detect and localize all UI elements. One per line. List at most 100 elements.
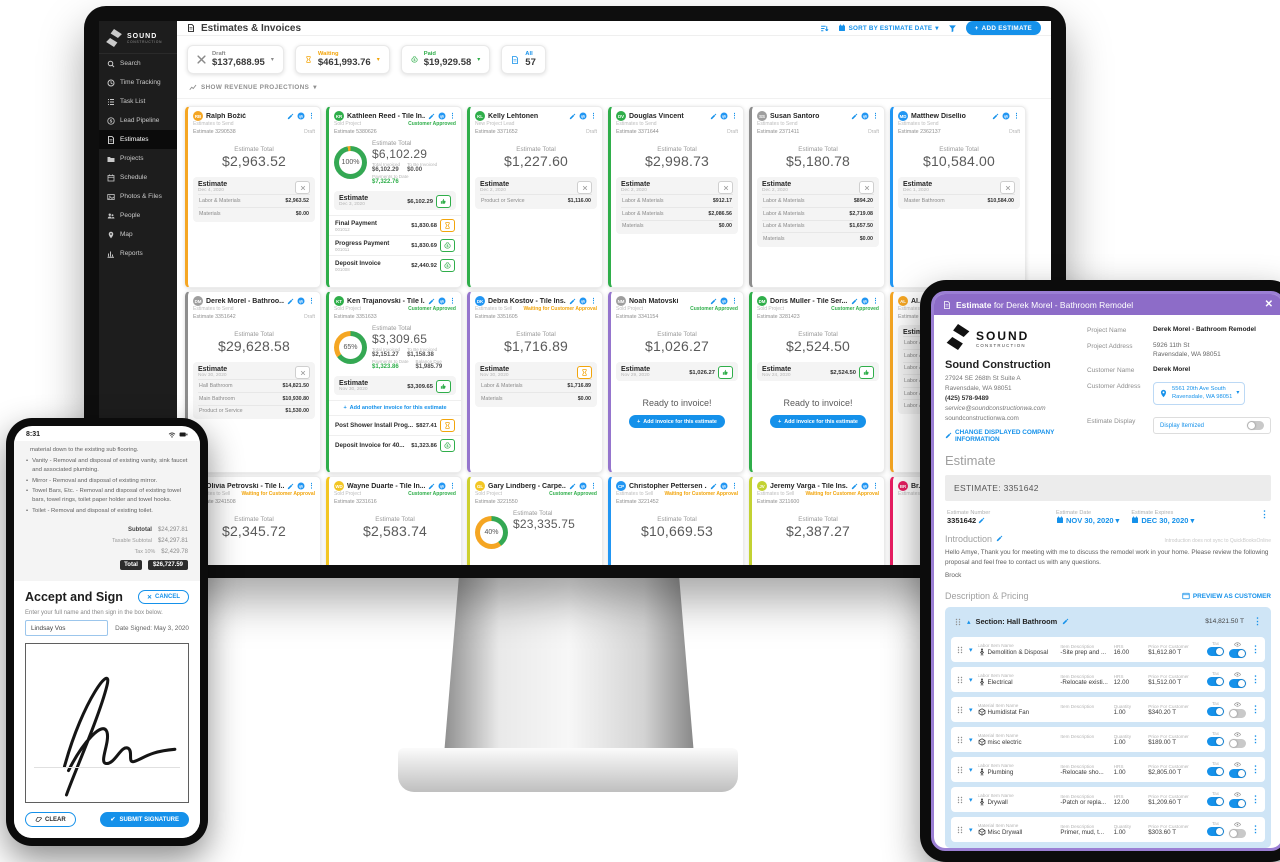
edit-icon[interactable] [428,113,435,120]
quickbooks-icon[interactable]: qb [720,112,728,120]
sidebar-item-reports[interactable]: Reports [99,244,177,263]
customer-address-dropdown[interactable]: 5561 20th Ave South Ravensdale, WA 98051 … [1153,382,1246,406]
cancel-button[interactable]: ✕ CANCEL [137,590,189,605]
revenue-projections-toggle[interactable]: SHOW REVENUE PROJECTIONS ▾ [177,81,1051,99]
drag-handle-icon[interactable] [956,766,964,774]
dismiss-icon[interactable] [295,181,310,195]
visibility-toggle[interactable] [1229,739,1246,749]
estimate-card[interactable]: NM Noah Matovski qb ⋮ Sold Project Custome… [608,291,744,473]
kebab-icon[interactable]: ⋮ [731,298,738,305]
edit-icon[interactable] [710,483,717,490]
estimate-card[interactable]: GL Gary Lindberg - Carpe... qb ⋮ Sold Pro… [467,476,603,565]
add-another-invoice-link[interactable]: + Add another invoice for this estimate [329,400,461,415]
invoice-row[interactable]: Post Shower Install Prog... $827.41 [329,415,461,435]
drag-handle-icon[interactable] [956,736,964,744]
chevron-down-icon[interactable]: ▾ [969,736,973,744]
kebab-icon[interactable]: ⋮ [1251,674,1260,685]
pricing-item-row[interactable]: ▾ Material Item Name Humidistat Fan Item … [951,697,1265,723]
kebab-icon[interactable]: ⋮ [308,113,315,120]
section-header-row[interactable]: ▴ Section: Hall Bathroom $14,821.50 T ⋮ [951,613,1265,632]
edit-icon[interactable] [710,113,717,120]
drag-handle-icon[interactable] [956,676,964,684]
quickbooks-icon[interactable]: qb [861,297,869,305]
tax-toggle[interactable] [1207,707,1224,717]
summary-chip-waiting[interactable]: Waiting $461,993.76 ▾ [294,45,390,74]
kebab-icon[interactable]: ⋮ [731,113,738,120]
quickbooks-icon[interactable]: qb [438,112,446,120]
summary-chip-draft[interactable]: Draft $137,688.95 ▾ [187,45,284,74]
visibility-toggle[interactable] [1229,709,1246,719]
dismiss-icon[interactable] [859,181,874,195]
sidebar-item-estimates[interactable]: Estimates [99,130,177,149]
quickbooks-icon[interactable]: qb [297,482,305,490]
chevron-down-icon[interactable]: ▾ [969,796,973,804]
estimate-card[interactable]: KL Kelly Lehtonen qb ⋮ New Project Lead Es… [467,106,603,288]
approved-thumb-icon[interactable] [718,366,733,380]
estimate-card[interactable]: DK Debra Kostov - Tile Ins... qb ⋮ Estima… [467,291,603,473]
edit-icon[interactable] [710,298,717,305]
change-company-info-link[interactable]: CHANGE DISPLAYED COMPANY INFORMATION [945,429,1077,443]
quickbooks-icon[interactable]: qb [720,482,728,490]
visibility-toggle[interactable] [1229,679,1246,689]
kebab-icon[interactable]: ⋮ [1253,616,1262,627]
waiting-hourglass-icon[interactable] [440,219,455,233]
edit-icon[interactable] [287,113,294,120]
edit-icon[interactable] [287,298,294,305]
estimate-card[interactable]: RB Ralph Božić qb ⋮ Estimates to Send Esti… [185,106,321,288]
tax-toggle[interactable] [1207,677,1224,687]
edit-icon[interactable] [851,113,858,120]
pricing-item-row[interactable]: ▾ Labor Item Name Electrical Item Descrip… [951,667,1265,693]
pricing-item-row[interactable]: ▾ Labor Item Name Demolition & Disposal I… [951,637,1265,663]
dismiss-icon[interactable] [295,366,310,380]
edit-icon[interactable] [428,483,435,490]
estimate-card[interactable]: DV Douglas Vincent qb ⋮ Estimates to Send… [608,106,744,288]
sidebar-item-schedule[interactable]: Schedule [99,168,177,187]
visibility-toggle[interactable] [1229,649,1246,659]
estimate-card[interactable]: KR Kathleen Reed - Tile In... qb ⋮ Sold P… [326,106,462,288]
sidebar-item-projects[interactable]: Projects [99,149,177,168]
edit-icon[interactable] [996,535,1003,542]
estimate-number-value[interactable]: 3351642 [947,516,990,525]
kebab-icon[interactable]: ⋮ [1013,113,1020,120]
chevron-down-icon[interactable]: ▾ [376,57,380,63]
kebab-icon[interactable]: ⋮ [1251,764,1260,775]
quickbooks-icon[interactable]: qb [1002,112,1010,120]
drag-handle-icon[interactable] [956,706,964,714]
sidebar-item-people[interactable]: People [99,206,177,225]
close-icon[interactable]: ✕ [1264,299,1273,310]
edit-icon[interactable] [569,483,576,490]
drag-handle-icon[interactable] [956,826,964,834]
summary-chip-all[interactable]: All 57 [501,45,546,74]
estimate-card[interactable]: KT Ken Trajanovski - Tile I... qb ⋮ Sold … [326,291,462,473]
drag-handle-icon[interactable] [956,646,964,654]
sidebar-item-photos-files[interactable]: Photos & Files [99,187,177,206]
chevron-down-icon[interactable]: ▾ [270,57,274,63]
paid-money-icon[interactable]: $ [440,259,455,273]
estimate-card[interactable]: SS Susan Santoro qb ⋮ Estimates to Send Es… [749,106,885,288]
kebab-icon[interactable]: ⋮ [872,113,879,120]
chevron-down-icon[interactable]: ▾ [969,766,973,774]
dismiss-icon[interactable] [577,181,592,195]
edit-icon[interactable] [992,113,999,120]
tax-toggle[interactable] [1207,797,1224,807]
chevron-down-icon[interactable]: ▾ [969,826,973,834]
edit-icon[interactable] [851,483,858,490]
tax-toggle[interactable] [1207,647,1224,657]
visibility-toggle[interactable] [1229,799,1246,809]
quickbooks-icon[interactable]: qb [438,297,446,305]
approved-thumb-icon[interactable] [436,195,451,209]
sidebar-item-search[interactable]: Search [99,54,177,73]
quickbooks-icon[interactable]: qb [438,482,446,490]
pricing-item-row[interactable]: ▾ Labor Item Name Drywall Item Descriptio… [951,787,1265,813]
summary-chip-paid[interactable]: $ Paid $19,929.58 ▾ [400,45,491,74]
edit-icon[interactable] [569,113,576,120]
paid-money-icon[interactable]: $ [440,439,455,453]
quickbooks-icon[interactable]: qb [297,112,305,120]
drag-handle-icon[interactable] [956,796,964,804]
invoice-row[interactable]: Final Payment 001012 $1,830.68 [329,215,461,235]
chevron-down-icon[interactable]: ▾ [969,676,973,684]
tax-toggle[interactable] [1207,767,1224,777]
kebab-icon[interactable]: ⋮ [590,298,597,305]
estimate-date-picker[interactable]: NOV 30, 2020 ▾ [1056,516,1119,525]
pricing-item-row[interactable]: ▾ Material Item Name Misc Drywall Item De… [951,817,1265,843]
